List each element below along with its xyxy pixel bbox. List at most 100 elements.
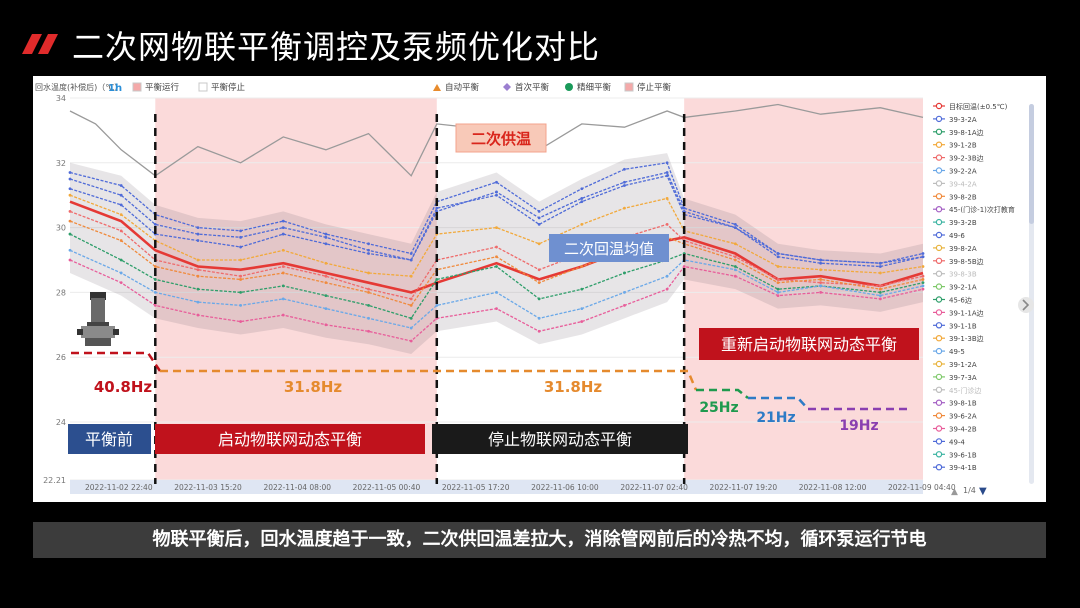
- series-legend-item[interactable]: 49-5: [933, 347, 965, 356]
- pump-frequency-lines: [71, 351, 908, 411]
- legend-marker: [935, 438, 943, 445]
- series-point: [324, 281, 328, 285]
- series-legend-label: 39-1-2A: [949, 361, 977, 369]
- legend-swatch: [624, 82, 634, 92]
- series-point: [119, 239, 123, 242]
- top-legend-item[interactable]: 自动平衡: [433, 82, 480, 93]
- legend-marker: [935, 218, 943, 226]
- series-legend-item[interactable]: 49-4: [933, 438, 965, 446]
- series-point: [580, 197, 584, 200]
- series-point: [239, 320, 243, 323]
- series-point: [324, 242, 328, 246]
- series-legend-item[interactable]: 39-3-2B: [933, 218, 977, 227]
- series-legend-item[interactable]: 39-8-1B: [933, 399, 977, 408]
- series-point: [878, 291, 882, 294]
- pager-next-icon[interactable]: ▼: [979, 486, 987, 497]
- legend-marker: [935, 322, 943, 329]
- legend-marker: [935, 386, 943, 393]
- series-point: [878, 284, 882, 288]
- top-legend-label: 停止平衡: [637, 82, 672, 93]
- top-legend-item[interactable]: 平衡运行: [132, 82, 180, 93]
- y-tick-label: 28: [56, 288, 66, 297]
- top-legend-item[interactable]: 首次平衡: [503, 82, 550, 93]
- y-axis-label: 回水温度(补偿后)（℃）: [35, 82, 122, 92]
- series-legend-item[interactable]: 目标回温(±0.5℃): [933, 102, 1008, 111]
- series-legend-item[interactable]: 39-7-3A: [933, 373, 977, 382]
- series-legend-item[interactable]: 39-2-3B边: [933, 154, 984, 163]
- legend-marker: [935, 373, 943, 381]
- series-point: [878, 261, 882, 265]
- series-legend-label: 目标回温(±0.5℃): [949, 102, 1008, 111]
- series-point: [921, 255, 925, 259]
- series-point: [921, 284, 925, 288]
- series-legend-item[interactable]: 39-1-2B: [933, 141, 977, 150]
- series-legend-item[interactable]: 39-8-3B: [933, 270, 977, 279]
- series-point: [580, 287, 584, 291]
- freq-label: 25Hz: [699, 400, 738, 416]
- series-legend-item[interactable]: 45-门诊边: [933, 386, 981, 395]
- series-point: [921, 252, 925, 255]
- series-line: [69, 200, 924, 294]
- series-point: [153, 222, 157, 226]
- y-tick-label: 24: [56, 418, 66, 427]
- legend-marker: [935, 464, 943, 471]
- series-point: [878, 271, 882, 275]
- series-point: [495, 193, 498, 197]
- y-tick-labels: 34 32 30 28 26 24 22.21: [43, 94, 66, 485]
- series-legend-item[interactable]: 39-4-1B: [933, 464, 977, 472]
- series-point: [819, 268, 823, 272]
- balance-running-bands: [155, 98, 923, 480]
- series-point: [68, 171, 72, 174]
- series-point: [196, 239, 200, 242]
- series-legend-item[interactable]: 39-1-1B: [933, 322, 977, 330]
- series-legend-item[interactable]: 39-1-3B边: [933, 334, 984, 343]
- series-legend-item[interactable]: 45-(门诊-1)次打教育: [933, 205, 1015, 214]
- series-point: [153, 278, 157, 281]
- legend-marker: [935, 167, 943, 174]
- series-legend-item[interactable]: 45-6边: [933, 296, 972, 305]
- series-legend-item[interactable]: 39-8-5B边: [933, 257, 984, 266]
- series-legend-item[interactable]: 39-8-2A: [933, 244, 977, 253]
- series-point: [580, 307, 584, 311]
- series-legend-item[interactable]: 39-8-1A边: [933, 128, 984, 137]
- series-legend-item[interactable]: 49-6: [933, 231, 965, 240]
- series-legend-label: 39-1-3B边: [949, 334, 984, 343]
- series-point: [239, 245, 243, 249]
- series-point: [281, 265, 285, 268]
- interval-selector[interactable]: 1h: [108, 83, 122, 94]
- series-point: [776, 281, 780, 285]
- series-point: [819, 278, 823, 281]
- series-legend-item[interactable]: 39-8-2B: [933, 193, 977, 201]
- series-legend-item[interactable]: 39-6-2A: [933, 412, 977, 421]
- series-point: [324, 232, 328, 236]
- series-point: [239, 229, 243, 233]
- legend-scrollbar-thumb[interactable]: [1029, 104, 1034, 224]
- series-legend-item[interactable]: 39-1-1A边: [933, 308, 984, 317]
- chevron-right-icon[interactable]: [1018, 297, 1034, 313]
- series-legend-item[interactable]: 39-2-1A: [933, 283, 977, 292]
- series-point: [665, 171, 669, 174]
- series-legend-item[interactable]: 39-4-2A: [933, 180, 977, 188]
- x-tick-label: 2022-11-07 02:40: [620, 483, 688, 492]
- series-legend-label: 49-5: [949, 348, 965, 356]
- phase-labels: 平衡前 启动物联网动态平衡 停止物联网动态平衡 重新启动物联网动态平衡: [68, 328, 919, 454]
- top-legend-item[interactable]: 平衡停止: [198, 82, 246, 93]
- top-legend-item[interactable]: 精细平衡: [565, 82, 612, 93]
- series-legend-item[interactable]: 39-1-2A: [933, 360, 977, 369]
- series-legend-item[interactable]: 39-3-2A: [933, 115, 977, 124]
- series-legend-item[interactable]: 39-4-2B: [933, 425, 977, 434]
- series-legend-label: 39-1-1A边: [949, 308, 984, 317]
- top-legend-label: 平衡停止: [211, 82, 246, 93]
- series-legend-item[interactable]: 39-2-2A: [933, 167, 977, 176]
- series-legend-label: 39-4-2B: [949, 426, 977, 434]
- series-legend-item[interactable]: 39-6-1B: [933, 451, 977, 459]
- supply-temp-annotation: 二次供温: [455, 123, 547, 153]
- series-point: [367, 252, 370, 255]
- pager-prev-icon[interactable]: ▲: [951, 487, 958, 497]
- series-point: [819, 258, 823, 262]
- series-point: [665, 222, 669, 226]
- series-point: [409, 258, 413, 262]
- series-point: [239, 235, 243, 239]
- top-legend-item[interactable]: 停止平衡: [624, 82, 672, 93]
- series-legend-label: 45-(门诊-1)次打教育: [949, 205, 1015, 214]
